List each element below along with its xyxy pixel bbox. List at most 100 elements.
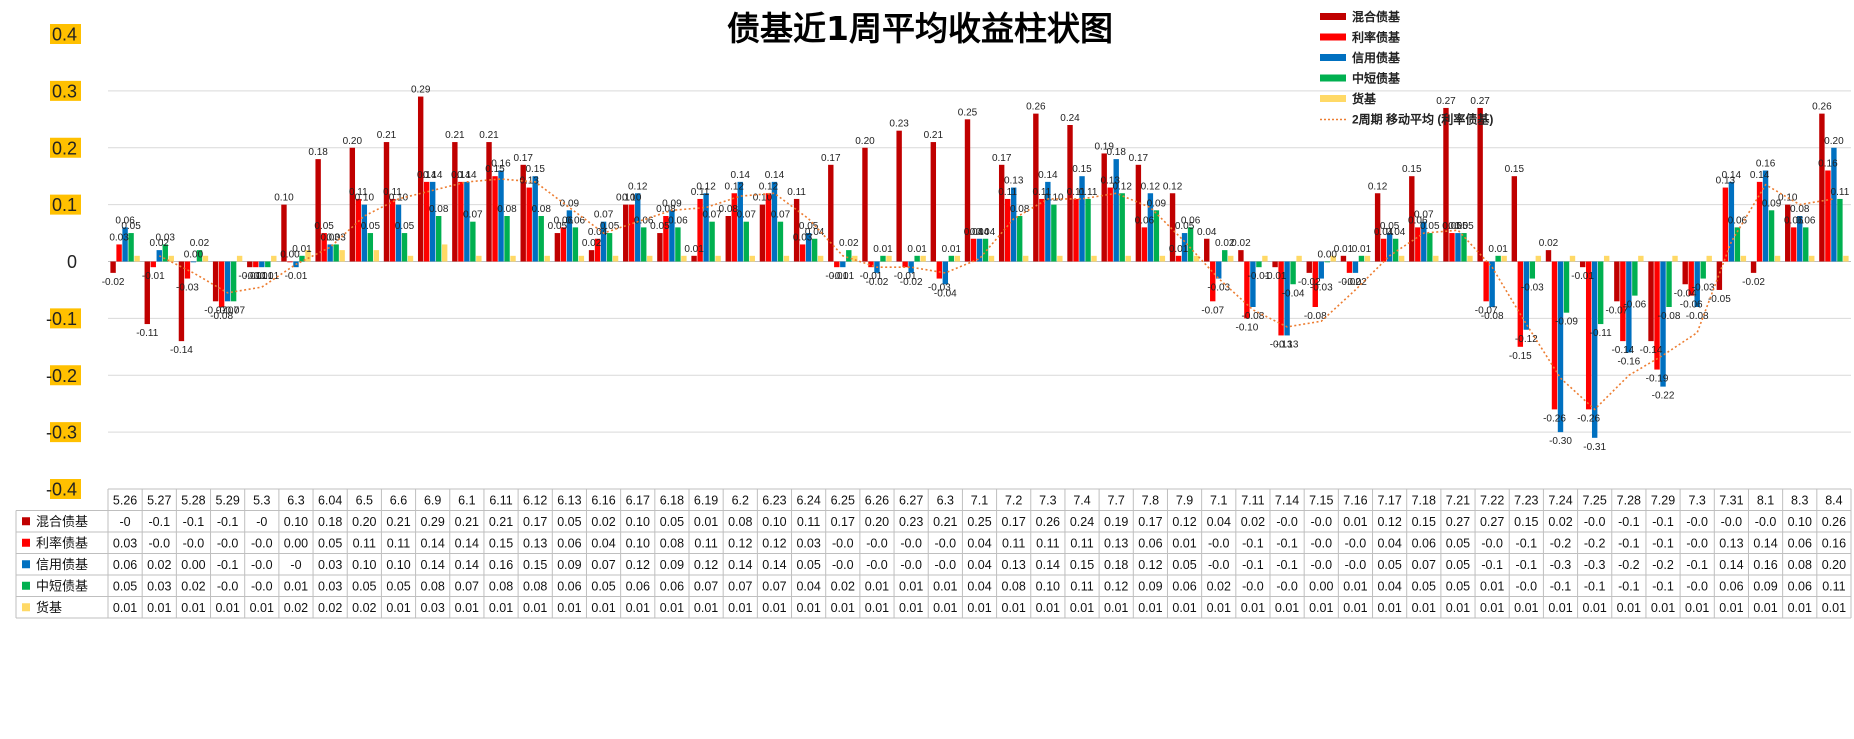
legend-swatch — [1320, 74, 1346, 82]
bar — [783, 255, 790, 262]
bar — [930, 142, 937, 262]
bar-data-label: -0.01 — [1248, 271, 1271, 282]
bar-data-label: 0.29 — [411, 85, 431, 96]
bar — [942, 261, 949, 285]
bar-data-label: 0.01 — [942, 244, 962, 255]
bar — [566, 210, 573, 262]
table-cell: 0.01 — [865, 601, 889, 615]
bar — [1256, 261, 1262, 268]
bar — [1489, 261, 1495, 307]
table-category-label: 5.27 — [147, 494, 171, 508]
bar — [1210, 261, 1216, 302]
bar — [1545, 250, 1552, 262]
bar — [1688, 261, 1694, 296]
table-cell: 0.06 — [113, 558, 137, 572]
table-cell: 0.08 — [489, 580, 513, 594]
table-cell: 0.17 — [831, 515, 855, 529]
bar-data-label: 0.05 — [395, 221, 415, 232]
bar — [1803, 227, 1809, 262]
bar — [1529, 261, 1536, 279]
bar-data-label: -0.14 — [1640, 345, 1663, 356]
bar-data-label: 0.20 — [1824, 136, 1844, 147]
bar-data-label: 0.06 — [554, 215, 574, 226]
bar — [1700, 261, 1706, 279]
bar-data-label: 0.05 — [548, 221, 568, 232]
table-cell: 0.05 — [1446, 580, 1470, 594]
bar-data-label: 0.04 — [805, 227, 825, 238]
bar — [703, 193, 709, 262]
table-cell: 0.09 — [660, 558, 684, 572]
table-cell: -0.0 — [1345, 537, 1367, 551]
bar — [731, 193, 737, 262]
bar — [299, 255, 305, 262]
bar-data-label: 0.14 — [451, 170, 471, 181]
bar — [321, 233, 327, 262]
bar — [1016, 216, 1023, 262]
table-row-header: 货基 — [36, 600, 62, 615]
bar — [1085, 198, 1091, 262]
bar — [1477, 107, 1483, 262]
bar-data-label: -0.02 — [1298, 277, 1321, 288]
bar-data-label: 0.14 — [731, 170, 751, 181]
table-cell: -0.0 — [900, 558, 922, 572]
table-cell: -0.0 — [1208, 537, 1230, 551]
bar-data-label: 0.05 — [1175, 221, 1195, 232]
table-cell: 0.10 — [386, 558, 410, 572]
table-cell: 0.01 — [865, 580, 889, 594]
table-cell: 0.14 — [455, 537, 479, 551]
table-cell: 0.11 — [1070, 580, 1093, 594]
bar — [271, 255, 277, 262]
table-cell: -0.0 — [183, 537, 205, 551]
bar-data-label: 0.01 — [1169, 244, 1189, 255]
bar — [948, 255, 955, 262]
table-category-label: 7.4 — [1073, 494, 1090, 508]
table-legend-key — [22, 581, 30, 590]
table-cell: 0.03 — [421, 601, 445, 615]
table-category-label: 5.29 — [215, 494, 239, 508]
table-cell: 0.16 — [489, 558, 513, 572]
bar — [805, 233, 812, 262]
bar — [401, 233, 408, 262]
bar — [1222, 250, 1228, 262]
table-cell: 0.01 — [626, 601, 650, 615]
table-category-label: 6.19 — [694, 494, 718, 508]
bar-data-label: 0.06 — [566, 215, 586, 226]
table-cell: -0.1 — [1652, 580, 1674, 594]
bar-data-label: 0.21 — [924, 130, 944, 141]
bar-data-label: -0.08 — [1686, 311, 1709, 322]
bar — [1563, 261, 1570, 313]
table-cell: -0.1 — [1550, 580, 1572, 594]
bar-data-label: 0.12 — [628, 181, 648, 192]
bar — [538, 216, 544, 262]
bar — [908, 261, 914, 273]
bar-data-label: 0.13 — [1716, 176, 1736, 187]
bar-data-label: 0.00 — [184, 250, 204, 261]
bar — [697, 198, 703, 262]
bar-data-label: 0.01 — [1488, 244, 1508, 255]
table-cell: 0.06 — [1719, 580, 1743, 594]
table-cell: 0.21 — [386, 515, 410, 529]
table-cell: 0.02 — [284, 601, 308, 615]
table-cell: -0.1 — [1242, 558, 1264, 572]
table-category-label: 7.15 — [1309, 494, 1333, 508]
bar — [920, 255, 926, 262]
bar-data-label: 0.07 — [463, 210, 483, 221]
table-cell: 0.01 — [386, 601, 410, 615]
table-cell: -0.1 — [1686, 558, 1708, 572]
bar — [1272, 261, 1278, 268]
bar-data-labels: -0.02 -0.11 -0.14 -0.07 -0.01 0.10 0.18 0.20 0.2… — [102, 85, 1850, 453]
table-cell: 0.14 — [728, 558, 752, 572]
table-cell: -0.1 — [1652, 537, 1674, 551]
bar — [281, 204, 287, 262]
bar — [1045, 181, 1051, 262]
bar — [486, 142, 492, 262]
bar-data-label: 0.21 — [377, 130, 397, 141]
table-cell: 0.10 — [284, 515, 308, 529]
bar — [1585, 261, 1592, 410]
bar — [1290, 261, 1296, 285]
bar — [1825, 170, 1831, 262]
bar-data-label: 0.11 — [787, 187, 806, 198]
table-cell: -0.0 — [1310, 515, 1332, 529]
bar-data-label: -0.08 — [1304, 311, 1327, 322]
bar — [1147, 193, 1154, 262]
